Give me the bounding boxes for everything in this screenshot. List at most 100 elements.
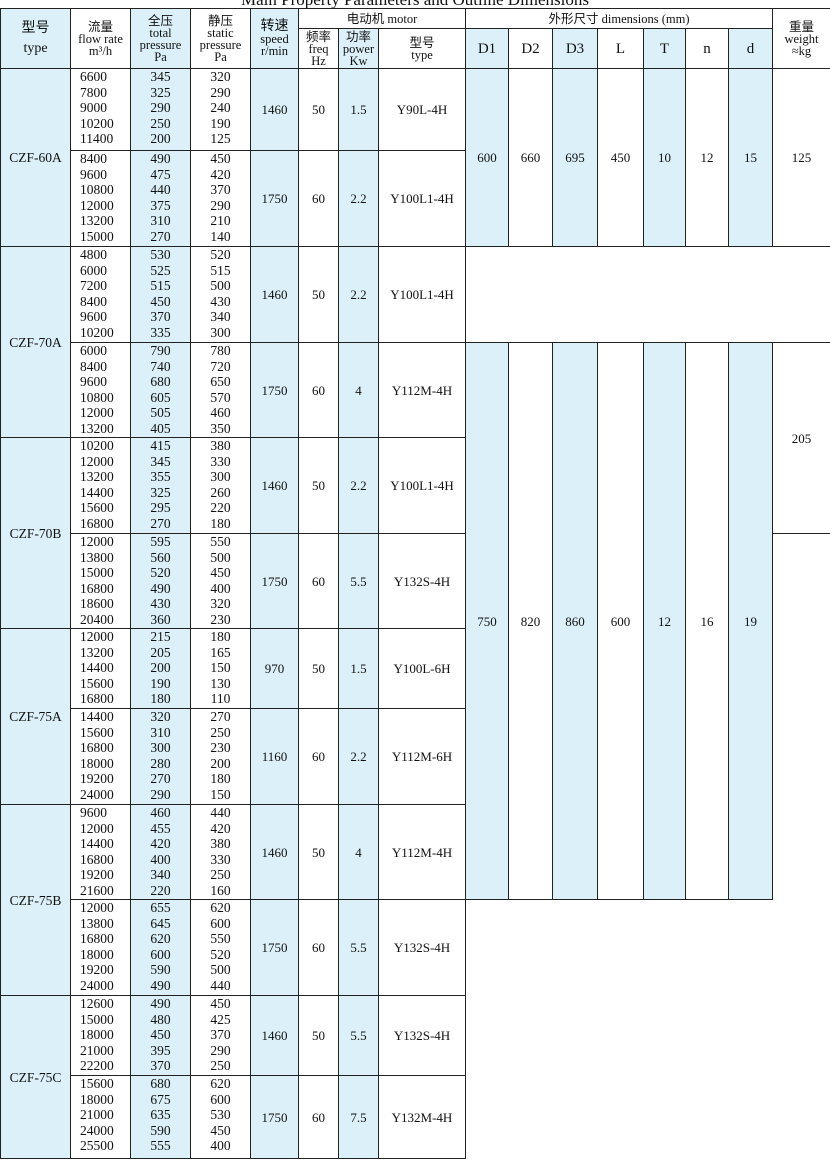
freq-cell: 50 <box>298 995 339 1076</box>
total-pressure-cell: 680 675 635 590 555 <box>130 1075 191 1159</box>
speed-cell: 1750 <box>250 342 299 438</box>
table-row: CZF-75A 12000 13200 14400 15600 16800 215 205 20… <box>0 628 830 805</box>
value-line: 24000 <box>80 1122 114 1138</box>
value-line: 550 <box>210 931 231 946</box>
value-line: 12000 <box>80 197 114 213</box>
value-line: 490 <box>150 996 171 1011</box>
value-line: 590 <box>150 962 171 977</box>
table-row: 14400 15600 16800 18000 19200 24000 320 310 300 2… <box>1 708 830 805</box>
value-line: 600 <box>210 915 231 931</box>
model-type-cell: CZF-70A <box>0 246 71 438</box>
value-line: 680 <box>150 1076 171 1091</box>
value-line: 9600 <box>80 805 107 820</box>
static-pressure-cell: 620 600 530 450 400 <box>190 1075 251 1159</box>
value-line: 400 <box>210 1138 231 1153</box>
value-line: 675 <box>150 1091 171 1107</box>
value-line: 21600 <box>80 882 114 898</box>
value-line: 320 <box>210 596 231 611</box>
value-line: 12000 <box>80 820 114 836</box>
value-line: 320 <box>210 69 231 84</box>
value-line: 10800 <box>80 389 114 405</box>
value-line: 530 <box>150 247 171 262</box>
value-line: 335 <box>150 324 171 340</box>
value-line: 515 <box>210 262 231 278</box>
power-cell: 2.2 <box>338 150 379 247</box>
dimension-n-cell: 12 <box>685 68 729 247</box>
value-line: 24000 <box>80 786 114 802</box>
value-line: 635 <box>150 1107 171 1122</box>
value-line: 15600 <box>80 500 114 515</box>
value-line: 440 <box>210 805 231 820</box>
value-line: 520 <box>210 247 231 262</box>
value-line: 380 <box>210 438 231 453</box>
value-line: 290 <box>210 84 231 100</box>
value-line: 270 <box>150 228 171 244</box>
speed-cell: 1460 <box>250 995 299 1076</box>
value-line: 530 <box>210 1107 231 1122</box>
flow-rate-cell: 6600 7800 9000 10200 11400 <box>70 68 131 151</box>
motor-type-cell: Y100L-6H <box>378 628 466 709</box>
model-type-cell: CZF-70B <box>0 437 71 629</box>
value-line: 200 <box>150 131 171 146</box>
value-line: 150 <box>210 660 231 675</box>
header-flow: 流量 flow rate m³/h <box>70 8 131 69</box>
model-type-cell: CZF-75B <box>0 804 71 996</box>
flow-rate-cell: 15600 18000 21000 24000 25500 <box>70 1075 131 1159</box>
value-line: 500 <box>210 278 231 293</box>
value-line: 6600 <box>80 69 107 84</box>
value-line: 680 <box>150 374 171 389</box>
power-cell: 1.5 <box>338 68 379 151</box>
value-line: 215 <box>150 629 171 644</box>
value-line: 345 <box>150 453 171 469</box>
value-line: 475 <box>150 166 171 182</box>
value-line: 250 <box>210 867 231 882</box>
value-line: 11400 <box>80 131 114 146</box>
value-line: 550 <box>210 534 231 549</box>
value-line: 4800 <box>80 247 107 262</box>
value-line: 355 <box>150 469 171 484</box>
header-static-pressure: 静压 static pressure Pa <box>190 8 251 69</box>
value-line: 310 <box>150 724 171 740</box>
speed-cell: 1750 <box>250 899 299 996</box>
value-line: 16800 <box>80 740 114 755</box>
total-pressure-cell: 320 310 300 280 270 290 <box>130 708 191 805</box>
power-cell: 5.5 <box>338 899 379 996</box>
power-cell: 5.5 <box>338 533 379 629</box>
value-line: 14400 <box>80 484 114 500</box>
value-line: 200 <box>210 755 231 771</box>
dimension-d-cell: 15 <box>728 68 773 247</box>
speed-cell: 1460 <box>250 68 299 151</box>
total-pressure-cell: 215 205 200 190 180 <box>130 628 191 709</box>
value-line: 595 <box>150 534 171 549</box>
value-line: 230 <box>210 740 231 755</box>
flow-rate-cell: 9600 12000 14400 16800 19200 21600 <box>70 804 131 900</box>
value-line: 15600 <box>80 675 114 691</box>
motor-type-cell: Y100L1-4H <box>378 246 466 343</box>
value-line: 605 <box>150 389 171 405</box>
speed-cell: 1460 <box>250 437 299 534</box>
value-line: 190 <box>210 115 231 131</box>
speed-cell: 1460 <box>250 804 299 900</box>
total-pressure-cell: 655 645 620 600 590 490 <box>130 899 191 996</box>
value-line: 8400 <box>80 151 107 166</box>
table-row: CZF-70B 10200 12000 13200 14400 15600 16800 415… <box>0 437 830 629</box>
value-line: 375 <box>150 197 171 213</box>
value-line: 440 <box>210 977 231 993</box>
value-line: 620 <box>210 900 231 915</box>
header-dim-d3: D3 <box>552 28 598 69</box>
static-pressure-cell: 270 250 230 200 180 150 <box>190 708 251 805</box>
value-line: 440 <box>150 182 171 197</box>
value-line: 645 <box>150 915 171 931</box>
value-line: 10200 <box>80 115 114 131</box>
table-row: 12000 13800 16800 18000 19200 24000 655 645 620 6… <box>1 899 830 996</box>
header-freq: 频率 freq Hz <box>298 28 339 69</box>
value-line: 12600 <box>80 996 114 1011</box>
value-line: 15000 <box>80 1011 114 1027</box>
value-line: 14400 <box>80 660 114 675</box>
value-line: 330 <box>210 851 231 867</box>
value-line: 15000 <box>80 228 114 244</box>
static-pressure-cell: 450 425 370 290 250 <box>190 995 251 1076</box>
value-line: 520 <box>150 565 171 580</box>
table-row: CZF-70A 4800 6000 7200 8400 9600 10200 530 525 51… <box>0 246 830 438</box>
value-line: 620 <box>210 1076 231 1091</box>
